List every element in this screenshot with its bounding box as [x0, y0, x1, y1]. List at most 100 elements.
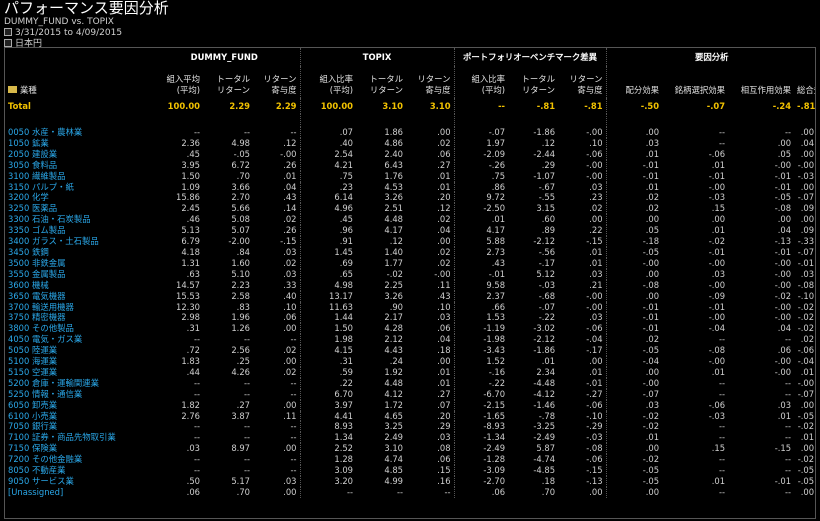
sector-name[interactable]: 7100 証券・商品先物取引業 — [8, 432, 116, 443]
sector-name[interactable]: 3150 パルプ・紙 — [8, 181, 74, 192]
sector-name[interactable]: [Unassigned] — [8, 486, 64, 497]
column-header[interactable]: リターン 寄与度 — [263, 74, 297, 95]
table-row[interactable]: 0050 水産・農林業 -- -- -- .07 1.86.00 -.07 -1.86 -.00… — [5, 127, 815, 138]
column-header[interactable]: トータル リターン — [216, 74, 251, 95]
table-row[interactable]: 6100 小売業 2.76 3.87 .11 4.41 4.65 .20 -1.65 -.78 -… — [5, 410, 815, 422]
column-header[interactable]: 業種 — [5, 66, 149, 98]
sector-name[interactable]: 3250 医薬品 — [8, 203, 58, 214]
table-row[interactable]: 7100 証券・商品先物取引業 -- -- -- 1.34 2.49.03 -1.34 -2.… — [5, 432, 815, 444]
table-row[interactable]: 3500 非鉄金属 1.31 1.60.02.69 1.77.02.43 -.17.01… — [5, 257, 815, 269]
column-header[interactable]: 組入平均 (平均) — [166, 74, 201, 95]
table-row[interactable]: 3700 輸送用機器 12.30.83.10 11.63.90.10.66 -.07-… — [5, 301, 815, 313]
cell-value: -.17 — [586, 345, 603, 356]
sector-name[interactable]: 7050 銀行業 — [8, 421, 58, 432]
table-row[interactable]: 7200 その他金融業 -- -- -- 1.28 4.74.06 -1.28 -4.74 -.… — [5, 454, 815, 466]
sector-name[interactable]: 3200 化学 — [8, 192, 49, 203]
sector-name[interactable]: 3550 金属製品 — [8, 268, 66, 279]
table-row[interactable]: 3350 ゴム製品 5.13 5.07.26.96 4.17.04 4.17.89.22… — [5, 225, 815, 237]
column-header[interactable]: 組入比率 (平均) — [299, 66, 357, 98]
cell-value: .91 — [299, 236, 357, 247]
sector-name[interactable]: 5100 海運業 — [8, 356, 58, 367]
sector-name[interactable]: 3050 食料品 — [8, 159, 58, 170]
sector-name[interactable]: 3750 精密機器 — [8, 312, 66, 323]
column-header[interactable]: 総合効果 — [797, 85, 815, 95]
sector-name[interactable]: 3650 電気機器 — [8, 290, 66, 301]
cell-value: .06 — [453, 486, 509, 498]
column-header[interactable]: 相互作用効果 — [740, 85, 792, 95]
table-row[interactable]: 3400 ガラス・土石製品 6.79 -2.00 -.15.91.12.00 5.88-… — [5, 236, 815, 247]
column-header[interactable]: トータル リターン — [521, 74, 556, 95]
table-row[interactable]: 5250 情報・通信業 -- -- -- 6.70 4.12.27 -6.70 -4.12 -.… — [5, 388, 815, 400]
table-row[interactable]: 3750 精密機器 2.98 1.96.06 1.44 2.17.03 1.53 -.22.… — [5, 312, 815, 324]
sector-name[interactable]: 7150 保険業 — [8, 443, 58, 454]
sector-name[interactable]: 3700 輸送用機器 — [8, 301, 74, 312]
sector-name[interactable]: 5200 倉庫・運輸関連業 — [8, 377, 99, 388]
table-row[interactable]: 7050 銀行業 -- -- -- 8.93 3.25.29 -8.93 -3.25 -.29-… — [5, 421, 815, 433]
sector-name[interactable]: 3350 ゴム製品 — [8, 225, 66, 236]
table-row[interactable]: 3250 医薬品 2.45 5.66 .14 4.96 2.51 .12 -2.50 3.15.… — [5, 203, 815, 215]
table-row[interactable]: 3050 食料品 3.95 6.72 .26 4.21 6.43 .27 -.26 .29 -.0… — [5, 159, 815, 171]
sector-name[interactable]: 5050 陸運業 — [8, 345, 58, 356]
table-row[interactable]: 1050 鉱業 2.36 4.98.12.40 4.86.02 1.97.12.10.0… — [5, 137, 815, 149]
sector-name[interactable]: 7200 その他金融業 — [8, 454, 83, 465]
table-row[interactable]: 5050 陸運業 .72 2.56 .02 4.15 4.43 .18 -3.43 -1.86 -… — [5, 345, 815, 357]
cell-value: -3.25 — [533, 421, 556, 432]
column-header[interactable]: 組入比率 (平均) — [453, 66, 509, 98]
table-row[interactable]: 4050 電気・ガス業 -- -- -- 1.98 2.12.04 -1.98 -2.12 -.… — [5, 334, 815, 346]
table-row[interactable]: 3300 石油・石炭製品 .46 5.08.02.45 4.48.02.01.60.0… — [5, 214, 815, 226]
sector-name[interactable]: 3300 石油・石炭製品 — [8, 214, 91, 225]
sector-name[interactable]: 8050 不動産業 — [8, 465, 66, 476]
table-row[interactable]: 5150 空運業 .44 4.26.02.59 1.92.01 -.16 2.34.01.… — [5, 366, 815, 378]
cell-value: -.04 — [708, 323, 726, 334]
cell-value: 2.25 — [384, 279, 404, 290]
table-row[interactable]: 8050 不動産業 -- -- -- 3.09 4.85.15 -3.09 -4.85 -.15… — [5, 465, 815, 476]
sector-name[interactable]: Total — [8, 101, 31, 111]
column-header[interactable]: 配分効果 — [605, 66, 663, 98]
sector-name[interactable]: 3400 ガラス・土石製品 — [8, 236, 99, 247]
table-row[interactable]: 3450 鉄鋼 4.18.84.03 1.45 1.40.02 2.73 -.56.01-… — [5, 246, 815, 258]
table-row[interactable]: 5200 倉庫・運輸関連業 -- -- -- .22 4.48.01 -.22 -4.48 -.… — [5, 377, 815, 389]
group-by-icon[interactable] — [8, 86, 17, 93]
sector-name[interactable]: 6050 卸売業 — [8, 399, 58, 410]
sector-name[interactable]: 3100 繊維製品 — [8, 170, 66, 181]
column-header[interactable]: リターン 寄与度 — [417, 74, 451, 95]
cell-value: -- — [243, 421, 250, 432]
sector-name[interactable]: 1050 鉱業 — [8, 137, 49, 148]
table-row[interactable]: [Unassigned] .06.70.00 -- -- -- .06.70.00.00-… — [5, 486, 815, 498]
sector-name[interactable]: 4050 電気・ガス業 — [8, 334, 83, 345]
sector-name[interactable]: 3450 鉄鋼 — [8, 246, 49, 257]
total-row[interactable]: Total 100.00 2.29 2.29 100.00 3.10 3.10 -- -.81-… — [5, 98, 815, 114]
sector-name[interactable]: 3800 その他製品 — [8, 323, 74, 334]
column-header[interactable]: 銘柄選択効果 — [674, 85, 726, 95]
cell-value: .01 — [589, 366, 603, 377]
cell-value: -- — [784, 334, 792, 345]
cell-value: .00 — [283, 323, 297, 334]
table-row[interactable]: 2050 建設業 .45 -.05 -.00 2.54 2.40 .06 -2.09 -2.44… — [5, 148, 815, 160]
column-header[interactable]: トータル リターン — [369, 74, 404, 95]
sector-name[interactable]: 2050 建設業 — [8, 148, 58, 159]
table-row[interactable]: 5100 海運業 1.83.25.00.31.24.00 1.52.01.00 -.0… — [5, 356, 815, 367]
sector-name[interactable]: 6100 小売業 — [8, 410, 58, 421]
cell-value: 2.70 — [231, 192, 250, 203]
table-row[interactable]: 3200 化学 15.86 2.70 .43 6.14 3.26 .20 9.72 -.55 .2… — [5, 192, 815, 204]
column-header[interactable]: リターン 寄与度 — [569, 74, 603, 95]
sector-name[interactable]: 5250 情報・通信業 — [8, 388, 83, 399]
table-row[interactable]: 3650 電気機器 15.53 2.58 .40 13.17 3.26 .43 2.37 -.6… — [5, 290, 815, 302]
table-row[interactable]: 3550 金属製品 .63 5.10.03.65 -.02 -.00 -.01 5.12.0… — [5, 268, 815, 280]
table-row[interactable]: 3800 その他製品 .31 1.26 .00 1.50 4.28 .06 -1.19 -3.0… — [5, 323, 815, 335]
group-benchmark: TOPIX — [299, 48, 455, 66]
table-row[interactable]: 3100 繊維製品 1.50.70.01.75 1.76.01.75 -1.07 -.0… — [5, 170, 815, 182]
sector-name[interactable]: 5150 空運業 — [8, 366, 58, 377]
sector-name[interactable]: 9050 サービス業 — [8, 476, 74, 486]
table-row[interactable]: 6050 卸売業 1.82.27.00 3.97 1.72.07 -2.15 -1.46-… — [5, 399, 815, 411]
table-row[interactable]: 7150 保険業 .03 8.97.00 2.52 3.10.08 -2.49 5.87 -.… — [5, 443, 815, 455]
sector-name[interactable]: 3500 非鉄金属 — [8, 257, 66, 268]
cell-value: 4.12 — [384, 388, 404, 399]
sector-name[interactable]: 3600 機械 — [8, 279, 49, 290]
table-row[interactable]: 9050 サービス業 .50 5.17 .03 3.20 4.99 .16 -2.70 .18 -… — [5, 476, 815, 487]
cell-value: -- — [784, 486, 792, 497]
table-row[interactable]: 3150 パルプ・紙 1.09 3.66.04.23 4.53.01.86 -.67.0… — [5, 181, 815, 193]
sector-name[interactable]: 0050 水産・農林業 — [8, 127, 83, 137]
table-row[interactable]: 3600 機械 14.57 2.23 .33 4.98 2.25 .11 9.58 -.03 .2… — [5, 279, 815, 291]
cell-value: .60 — [541, 214, 556, 225]
